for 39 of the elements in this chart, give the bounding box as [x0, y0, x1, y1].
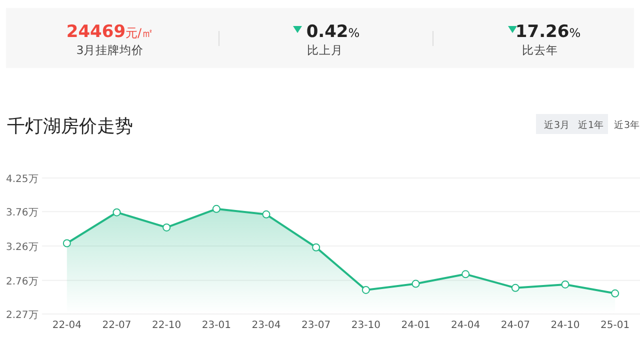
point	[561, 280, 570, 288]
x-tick-label: 23-04	[252, 320, 281, 331]
text: 0.42%	[306, 22, 360, 42]
text: 17.26%	[515, 22, 581, 42]
y-tick-label: 3.76万	[6, 208, 38, 219]
text: 24469元/㎡	[66, 22, 154, 42]
y-tick-label: 3.26万	[6, 242, 38, 253]
point	[462, 270, 470, 278]
point	[412, 280, 420, 288]
point	[611, 289, 620, 298]
x-tick-label: 24-07	[500, 320, 530, 331]
point	[262, 210, 270, 218]
point	[62, 239, 71, 248]
point	[312, 243, 320, 252]
y-tick-label: 2.76万	[6, 276, 38, 288]
x-tick-label: 24-01	[401, 320, 430, 331]
y-tick-label: 2.27万	[6, 310, 38, 321]
point	[362, 286, 370, 294]
text: 近3年	[614, 119, 640, 131]
x-tick-label: 23-10	[351, 320, 380, 331]
y-tick-label: 4.25万	[6, 174, 38, 185]
x-tick-label: 25-01	[600, 320, 630, 331]
text: 近3月	[544, 119, 570, 131]
x-tick-label: 22-04	[52, 320, 82, 331]
text: 比上月	[307, 43, 343, 57]
point	[212, 204, 220, 213]
text: 近1年	[578, 119, 604, 131]
x-tick-label: 24-10	[550, 320, 580, 331]
x-tick-label: 22-07	[102, 320, 132, 331]
x-tick-label: 24-04	[451, 320, 480, 331]
point	[112, 208, 121, 216]
point	[162, 223, 171, 232]
text: 比去年	[522, 43, 558, 57]
x-tick-label: 23-01	[202, 320, 231, 331]
chart-title: 千灯湖房价走势	[7, 116, 133, 137]
x-tick-label: 22-10	[152, 320, 182, 331]
point	[511, 284, 520, 292]
x-tick-label: 23-07	[302, 320, 331, 331]
text: 3月挂牌均价	[76, 43, 144, 57]
